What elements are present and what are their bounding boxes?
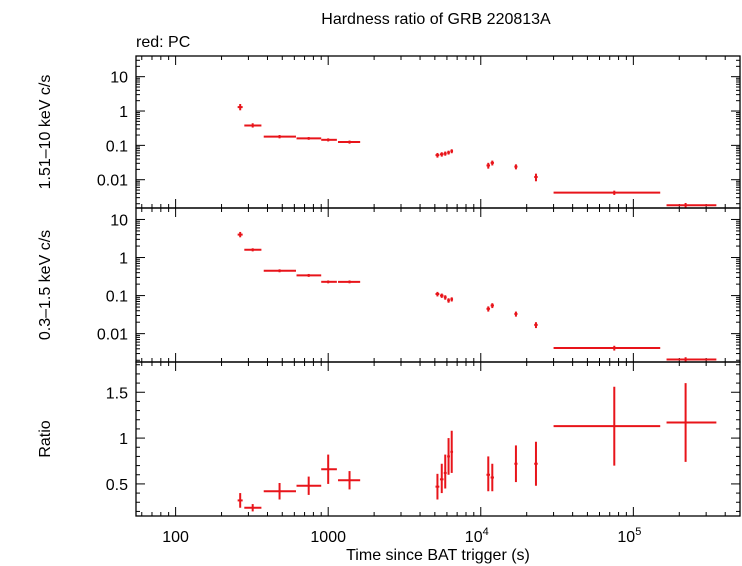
data-point [486, 162, 491, 169]
data-point [296, 273, 322, 277]
y-tick-label: 0.5 [106, 477, 128, 494]
data-point [534, 441, 538, 486]
data-point [439, 463, 444, 494]
data-point [321, 280, 337, 284]
data-point [443, 151, 447, 156]
panel-frame [135, 207, 741, 363]
data-point [450, 430, 454, 473]
y-tick-label: 1 [119, 251, 128, 268]
data-point [263, 269, 296, 273]
data-point [447, 298, 450, 303]
data-point [244, 504, 262, 512]
data-point [450, 149, 454, 154]
x-tick-label: 105 [617, 526, 641, 546]
data-point [514, 311, 518, 317]
data-point [443, 295, 447, 300]
data-point [321, 138, 337, 142]
data-point [237, 493, 243, 508]
data-point [490, 303, 494, 309]
data-point [666, 357, 717, 362]
y-tick-label: 10 [110, 70, 128, 87]
data-point [435, 473, 440, 500]
data-point [439, 293, 444, 298]
x-axis-label: Time since BAT trigger (s) [346, 547, 530, 564]
data-point [447, 438, 450, 475]
data-point [486, 456, 491, 492]
data-point [553, 386, 661, 466]
data-point [338, 140, 361, 144]
chart-title: Hardness ratio of GRB 220813A [321, 11, 551, 28]
y-tick-label: 0.1 [106, 138, 128, 155]
panel-2: 10 1 0.1 0.01 0.3–1.5 keV c/s [37, 207, 741, 363]
panel-3: 0.5 1 1.5 Ratio [37, 361, 741, 517]
data-point [338, 471, 361, 490]
panel-frame [135, 55, 741, 209]
y-tick-label: 10 [110, 212, 128, 229]
data-point [435, 291, 440, 297]
data-point [447, 150, 450, 155]
data-point [514, 164, 518, 170]
y-axis-label: 0.3–1.5 keV c/s [37, 230, 54, 340]
y-tick-label: 0.01 [97, 173, 128, 190]
x-tick-label: 104 [465, 526, 489, 546]
data-point [553, 190, 661, 195]
chart-subtitle: red: PC [136, 34, 190, 51]
data-point [237, 231, 243, 238]
data-point [244, 248, 262, 252]
data-point [534, 322, 538, 329]
data-point [443, 454, 447, 489]
y-tick-label: 1 [119, 104, 128, 121]
y-axis-label: 1.51–10 keV c/s [37, 75, 54, 190]
x-tick-label: 1000 [310, 529, 346, 546]
y-axis-label: Ratio [37, 420, 54, 457]
data-point [486, 306, 491, 312]
data-point [435, 152, 440, 158]
data-point [296, 476, 322, 495]
data-point [338, 280, 361, 284]
data-point [263, 135, 296, 139]
data-point [439, 152, 444, 157]
y-tick-label: 0.01 [97, 327, 128, 344]
data-point [553, 345, 661, 351]
data-point [244, 123, 262, 128]
data-point [490, 463, 494, 492]
y-tick-label: 1 [119, 431, 128, 448]
data-point [534, 173, 538, 182]
y-tick-label: 0.1 [106, 289, 128, 306]
data-point [666, 383, 717, 462]
data-point [237, 104, 243, 111]
panel-1: 10 1 0.1 0.01 1.51–10 keV c/s [37, 55, 741, 209]
x-tick-label: 100 [162, 529, 189, 546]
data-point [263, 483, 296, 500]
y-tick-label: 1.5 [106, 385, 128, 402]
data-point [490, 160, 494, 166]
data-point [514, 445, 518, 483]
data-point [666, 202, 717, 208]
data-point [450, 297, 454, 302]
panel-frame [135, 361, 741, 517]
data-point [296, 137, 322, 140]
data-point [321, 454, 337, 484]
